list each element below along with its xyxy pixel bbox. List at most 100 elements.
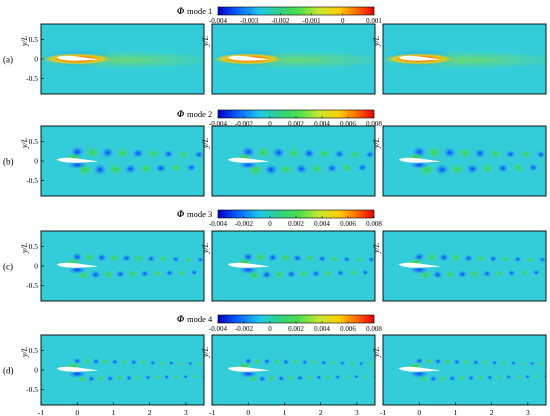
wave-cell <box>163 149 174 159</box>
wave-cell <box>462 359 470 365</box>
panel-frame <box>211 23 376 95</box>
colorbar-tick-label: 0.002 <box>288 220 304 228</box>
panel-frame <box>382 125 547 197</box>
colorbar-tick-label: 0.001 <box>366 17 382 25</box>
mode-row: (a) Φ mode 1-0.004 -0.003 -0.002 -0.001 0 0.001… <box>3 6 547 95</box>
colorbar <box>217 6 375 16</box>
wave-cell <box>190 269 198 276</box>
mode-row: (c) Φ mode 3-0.004 -0.002 0 0.002 0.004 0.006 0.… <box>3 209 547 302</box>
wave-cell <box>343 256 351 263</box>
wave-cell <box>168 360 175 366</box>
wave-cell <box>147 149 159 159</box>
wave-cell <box>186 163 197 172</box>
wave-cell <box>140 269 150 278</box>
wave-cell <box>532 269 540 276</box>
y-tick-label: -0.5 <box>26 281 38 290</box>
wave-cell <box>361 269 369 276</box>
panel-frame <box>211 125 376 197</box>
colorbar-tick-label: 0.002 <box>288 120 304 128</box>
y-tick-label: 0.5 <box>29 35 39 44</box>
wave-cell <box>146 255 156 263</box>
wave-cell <box>153 269 162 277</box>
wave-cell <box>159 255 168 263</box>
wave-cell <box>324 269 333 277</box>
field-pattern <box>212 48 375 69</box>
wave-cell <box>524 374 531 379</box>
wave-cell <box>448 375 456 382</box>
wave-cell <box>488 255 498 263</box>
contour-panel: y/L-10123x/L <box>372 334 547 416</box>
wave-cell <box>439 375 447 382</box>
wave-cell <box>334 149 345 159</box>
wave-cell <box>358 361 364 366</box>
wave-cell <box>165 269 174 277</box>
airfoil-body <box>227 55 269 61</box>
x-tick-label: 3 <box>184 408 188 416</box>
x-tick-label: 1 <box>112 408 116 416</box>
wave-cell <box>342 163 353 173</box>
wave-cell <box>467 375 475 381</box>
wave-cell <box>267 253 278 262</box>
colorbar-tick-label: 0 <box>341 17 345 25</box>
wave-cell <box>272 147 286 159</box>
row-label: (c) <box>3 262 13 272</box>
x-tick-label: 0 <box>417 408 421 416</box>
wave-cell <box>470 270 480 278</box>
mode-row: (d) Φ mode 4-0.004 -0.002 0 0.002 0.004 0.006 0.… <box>3 314 547 416</box>
wave-cell <box>87 375 96 382</box>
wave-cell <box>514 256 522 263</box>
y-axis-label: y/L <box>372 137 381 149</box>
wave-cell <box>543 374 546 379</box>
phi-symbol: Φ <box>177 314 184 324</box>
wave-cell <box>513 163 524 173</box>
wave-cell <box>339 360 346 366</box>
field-pattern <box>383 48 546 69</box>
wave-cell <box>90 270 101 280</box>
wave-cell <box>132 148 144 159</box>
wave-cell <box>435 163 449 176</box>
wave-cell <box>279 163 293 175</box>
wave-cell <box>481 163 494 174</box>
colorbar-tick-label: 0.004 <box>314 325 330 333</box>
wave-cell <box>477 374 484 381</box>
wave-cell <box>154 374 161 380</box>
wave-cell <box>201 374 204 379</box>
field-pattern <box>56 146 204 176</box>
wave-cell <box>510 360 517 366</box>
wave-cell <box>196 256 204 263</box>
colorbar-tick-label: -0.002 <box>235 220 254 228</box>
wave-cell <box>121 254 132 262</box>
wave-cell <box>497 163 509 173</box>
y-axis-label: y/L <box>201 35 210 47</box>
wave-cell <box>496 374 503 380</box>
wave-cell <box>534 374 540 379</box>
wave-cell <box>482 269 492 278</box>
x-tick-label: 2 <box>148 408 152 416</box>
x-tick-label: -1 <box>209 408 215 416</box>
colorbar-tick-label: 0.002 <box>288 325 304 333</box>
wave-cell <box>476 254 486 263</box>
wave-cell <box>296 375 304 381</box>
field-pattern <box>41 48 204 69</box>
contour-panel: y/L <box>372 230 547 302</box>
mode-row: (b) Φ mode 2-0.004 -0.002 0 0.002 0.004 0.006 0.… <box>3 109 547 197</box>
y-tick-label: 0 <box>34 366 38 375</box>
colorbar-tick-label: -0.001 <box>303 17 322 25</box>
airfoil-body <box>56 366 98 372</box>
wave-cell <box>187 361 193 366</box>
phi-symbol: Φ <box>177 6 184 16</box>
wave-cell <box>135 374 142 381</box>
wave-cell <box>463 254 474 262</box>
mode-title: mode 2 <box>187 109 212 119</box>
y-axis-label: y/L <box>201 242 210 254</box>
wave-cell <box>355 256 363 263</box>
wave-cell <box>520 269 528 276</box>
wave-cell <box>194 150 204 159</box>
field-pattern <box>227 357 375 383</box>
airfoil-body <box>227 366 269 372</box>
colorbar-tick-label: -0.004 <box>209 220 228 228</box>
y-tick-label: -0.5 <box>26 176 38 185</box>
wave-cell <box>116 147 130 159</box>
